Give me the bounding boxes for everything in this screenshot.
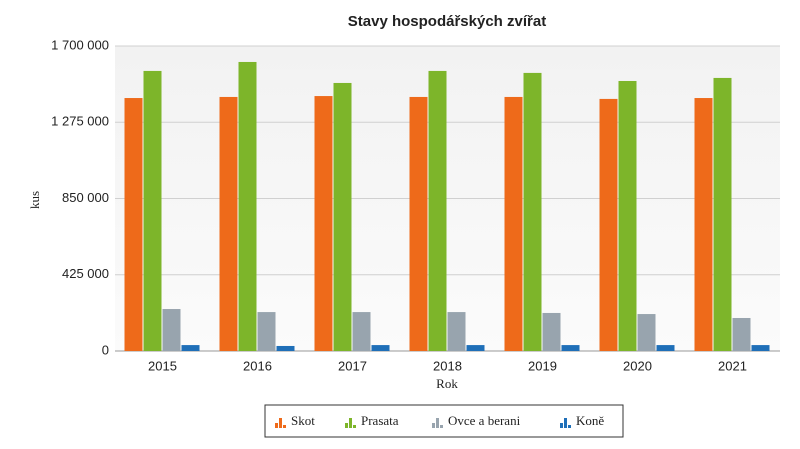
x-tick-label: 2016 xyxy=(243,358,272,373)
legend-label: Koně xyxy=(576,413,604,428)
x-tick-label: 2019 xyxy=(528,358,557,373)
legend-icon xyxy=(349,418,352,428)
bar xyxy=(618,80,637,351)
y-tick-label: 425 000 xyxy=(62,266,109,281)
bar xyxy=(637,314,656,351)
legend-icon xyxy=(275,423,278,428)
legend-icon xyxy=(560,423,563,428)
y-tick-label: 1 275 000 xyxy=(51,114,109,129)
legend-label: Skot xyxy=(291,413,315,428)
bar xyxy=(181,345,200,351)
legend-icon xyxy=(432,423,435,428)
bar xyxy=(314,96,333,352)
legend-label: Prasata xyxy=(361,413,399,428)
legend-icon xyxy=(436,418,439,428)
y-tick-label: 0 xyxy=(102,342,109,357)
chart-title: Stavy hospodářských zvířat xyxy=(348,13,546,30)
bar xyxy=(428,70,447,351)
legend xyxy=(264,404,624,438)
bar xyxy=(371,345,390,351)
bar xyxy=(124,98,143,351)
legend-icon xyxy=(279,418,282,428)
y-tick-label: 1 700 000 xyxy=(51,37,109,52)
x-tick-label: 2020 xyxy=(623,358,652,373)
bar xyxy=(523,72,542,351)
bar xyxy=(732,317,751,351)
x-tick-label: 2017 xyxy=(338,358,367,373)
legend-icon xyxy=(283,425,286,428)
bar xyxy=(257,312,276,351)
bar xyxy=(352,312,371,351)
bar xyxy=(219,96,238,351)
legend-icon xyxy=(353,425,356,428)
bar xyxy=(143,70,162,351)
bar xyxy=(238,61,257,351)
x-axis-title: Rok xyxy=(436,376,458,391)
bar xyxy=(276,345,295,351)
x-tick-label: 2021 xyxy=(718,358,747,373)
legend-icon xyxy=(564,418,567,428)
bar xyxy=(466,345,485,351)
legend-label: Ovce a berani xyxy=(448,413,521,428)
legend-icon xyxy=(345,423,348,428)
bar xyxy=(751,345,770,351)
bar xyxy=(599,98,618,351)
bar xyxy=(447,312,466,351)
x-tick-label: 2018 xyxy=(433,358,462,373)
bar xyxy=(694,98,713,351)
bar xyxy=(162,309,181,351)
bar xyxy=(561,345,580,351)
x-tick-label: 2015 xyxy=(148,358,177,373)
bar xyxy=(504,96,523,351)
bar xyxy=(656,345,675,351)
bar xyxy=(409,96,428,351)
bar xyxy=(713,77,732,351)
legend-icon xyxy=(440,425,443,428)
legend-icon xyxy=(568,425,571,428)
bar xyxy=(333,82,352,351)
y-tick-label: 850 000 xyxy=(62,190,109,205)
bar xyxy=(542,312,561,351)
y-axis-title: kus xyxy=(27,191,42,209)
